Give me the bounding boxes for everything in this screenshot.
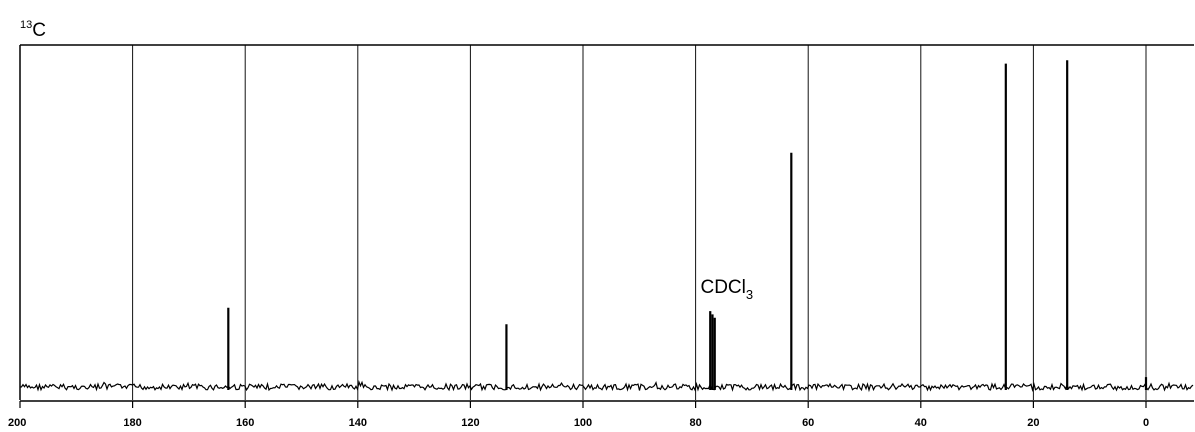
x-tick-label: 20 xyxy=(1027,417,1039,429)
x-tick-label: 60 xyxy=(802,417,814,429)
peaks-group xyxy=(227,60,1148,390)
solvent-annotation: CDCl3 xyxy=(700,277,753,302)
x-tick-label: 80 xyxy=(689,417,701,429)
x-tick-label: 40 xyxy=(915,417,927,429)
nucleus-mass-number: 13 xyxy=(20,19,32,31)
solvent-annotation-subscript: 3 xyxy=(746,287,753,302)
x-tick-label: 180 xyxy=(123,417,141,429)
grid-lines xyxy=(132,45,1147,400)
x-tick-label: 100 xyxy=(574,417,592,429)
nucleus-element: C xyxy=(32,20,46,41)
x-tick-label: 160 xyxy=(236,417,254,429)
nucleus-label: 13C xyxy=(20,19,46,41)
x-tick-label: 200 xyxy=(8,417,26,429)
x-tick-label: 120 xyxy=(461,417,479,429)
solvent-annotation-main: CDCl xyxy=(700,277,745,298)
x-tick-label: 140 xyxy=(349,417,367,429)
x-axis-ticks: 200 180 160 140 120 100 80 60 40 20 0 xyxy=(8,401,1149,429)
baseline-noise xyxy=(19,380,1194,393)
x-tick-label: 0 xyxy=(1143,417,1149,429)
